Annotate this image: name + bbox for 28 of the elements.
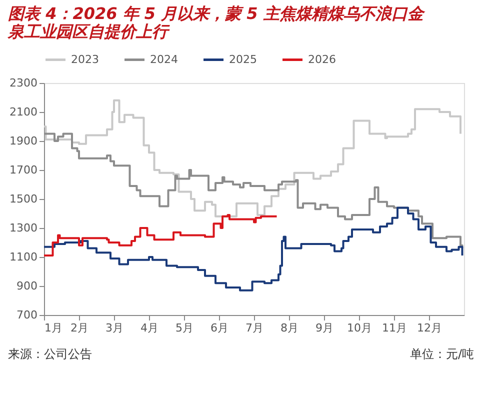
x-tick-label: 3月 [106,322,124,334]
x-tick-label: 10月 [347,322,372,334]
x-tick-label: 1月 [44,322,62,334]
legend-label: 2024 [150,52,178,66]
x-tick-label: 12月 [417,322,442,334]
x-tick-label: 4月 [140,322,158,334]
legend-label: 2023 [71,52,99,66]
y-tick-label: 1900 [10,134,38,148]
source-note: 来源：公司公告 [8,347,92,361]
chart-title: 图表 4：2026 年 5 月以来，蒙 5 主焦煤精煤乌不浪口金泉工业园区自提价上行 [7,4,426,41]
x-tick-label: 9月 [316,322,334,334]
x-tick-label: 8月 [280,322,298,334]
y-tick-label: 2100 [10,106,38,118]
x-tick-label: 11月 [382,322,407,334]
y-tick-label: 2300 [10,76,38,90]
y-tick-label: 900 [16,280,38,292]
text: 单位：元/吨 [410,347,474,361]
x-tick-label: 2月 [70,322,88,334]
y-tick-label: 1700 [10,164,38,176]
y-tick-label: 700 [16,308,38,322]
y-tick-label: 1100 [10,250,38,264]
x-tick-label: 7月 [246,322,264,334]
x-tick-label: 6月 [210,322,228,334]
legend-label: 2026 [308,52,336,66]
x-tick-label: 5月 [176,322,194,334]
legend-label: 2025 [229,52,257,66]
y-tick-label: 1500 [10,192,38,206]
y-tick-label: 1300 [10,222,38,234]
